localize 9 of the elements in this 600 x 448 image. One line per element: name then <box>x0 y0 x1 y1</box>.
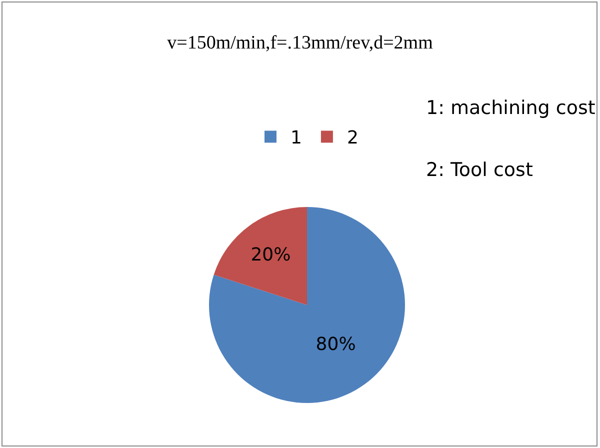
legend-label: 2 <box>346 128 358 149</box>
data-label: 80% <box>316 334 356 356</box>
legend-label: 1 <box>290 128 302 149</box>
pie-slice <box>209 207 405 403</box>
chart-title: v=150m/min,f=.13mm/rev,d=2mm <box>167 32 434 54</box>
pie-slice <box>214 207 307 305</box>
text: 1: machining cost <box>426 97 596 119</box>
text: 2: Tool cost <box>426 159 533 181</box>
data-label: 20% <box>250 244 291 266</box>
